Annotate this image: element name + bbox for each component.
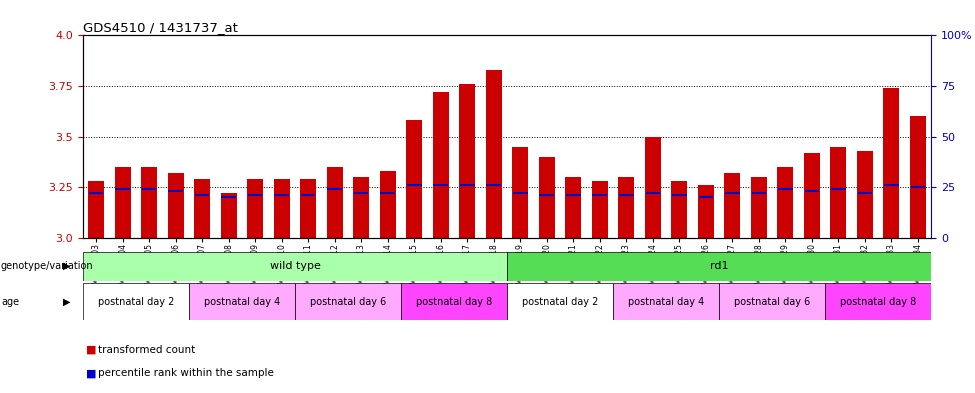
Bar — [512, 147, 528, 238]
Bar — [831, 188, 845, 190]
Bar — [910, 116, 926, 238]
Bar — [752, 193, 766, 194]
Text: GDS4510 / 1431737_at: GDS4510 / 1431737_at — [83, 21, 238, 34]
Bar — [248, 195, 262, 196]
Bar — [354, 193, 369, 194]
Text: postnatal day 2: postnatal day 2 — [98, 297, 175, 307]
Bar — [487, 184, 501, 186]
Bar — [698, 196, 713, 198]
Text: postnatal day 6: postnatal day 6 — [310, 297, 386, 307]
Bar — [169, 190, 183, 192]
Bar — [804, 190, 819, 192]
Bar — [380, 171, 396, 238]
Bar — [220, 193, 237, 238]
Text: postnatal day 8: postnatal day 8 — [840, 297, 916, 307]
Bar — [672, 181, 687, 238]
Text: rd1: rd1 — [710, 261, 728, 271]
Bar — [434, 184, 448, 186]
Text: postnatal day 8: postnatal day 8 — [416, 297, 492, 307]
Bar — [327, 167, 342, 238]
Bar — [115, 167, 131, 238]
Text: ■: ■ — [86, 368, 97, 378]
Bar — [778, 188, 793, 190]
Bar — [566, 177, 581, 238]
Bar — [883, 88, 899, 238]
Bar — [645, 193, 660, 194]
Bar — [777, 167, 794, 238]
Bar — [195, 195, 210, 196]
Bar — [407, 184, 421, 186]
Bar — [115, 188, 130, 190]
Bar — [911, 186, 925, 188]
Bar — [724, 173, 740, 238]
Text: ■: ■ — [86, 345, 97, 355]
Bar — [613, 283, 720, 320]
Text: wild type: wild type — [269, 261, 321, 271]
Bar — [141, 167, 157, 238]
Bar — [328, 188, 342, 190]
Bar — [593, 195, 607, 196]
Bar — [566, 195, 580, 196]
Bar — [803, 153, 820, 238]
Bar — [539, 195, 554, 196]
Text: ▶: ▶ — [63, 261, 71, 271]
Bar — [618, 177, 634, 238]
Bar — [83, 283, 189, 320]
Bar — [592, 181, 607, 238]
Bar — [831, 147, 846, 238]
Bar — [672, 195, 686, 196]
Bar — [380, 193, 395, 194]
Bar — [248, 179, 263, 238]
Bar — [539, 157, 555, 238]
Bar — [407, 120, 422, 238]
Bar — [301, 195, 316, 196]
Bar — [507, 283, 613, 320]
Bar — [401, 283, 507, 320]
Bar — [751, 177, 766, 238]
Bar — [486, 70, 502, 238]
Bar — [858, 193, 873, 194]
Bar — [460, 184, 475, 186]
Bar — [720, 283, 825, 320]
Bar — [221, 196, 236, 198]
Bar — [274, 179, 290, 238]
Bar — [825, 283, 931, 320]
Text: postnatal day 4: postnatal day 4 — [628, 297, 704, 307]
Text: genotype/variation: genotype/variation — [1, 261, 94, 271]
Bar — [459, 84, 475, 238]
Text: postnatal day 6: postnatal day 6 — [734, 297, 810, 307]
Bar — [194, 179, 210, 238]
Bar — [189, 283, 294, 320]
Bar — [168, 173, 183, 238]
Bar — [884, 184, 899, 186]
Text: age: age — [1, 297, 20, 307]
Bar — [644, 136, 661, 238]
Bar — [725, 193, 740, 194]
Bar — [857, 151, 873, 238]
Bar — [294, 283, 401, 320]
Bar — [433, 92, 448, 238]
Text: postnatal day 4: postnatal day 4 — [204, 297, 280, 307]
Bar — [698, 185, 714, 238]
Bar — [353, 177, 370, 238]
Bar — [141, 188, 156, 190]
Bar — [619, 195, 634, 196]
Bar — [300, 179, 316, 238]
Bar — [88, 181, 104, 238]
Text: ▶: ▶ — [63, 297, 71, 307]
Text: percentile rank within the sample: percentile rank within the sample — [98, 368, 273, 378]
Bar — [507, 252, 931, 281]
Text: transformed count: transformed count — [98, 345, 195, 355]
Bar — [83, 252, 507, 281]
Text: postnatal day 2: postnatal day 2 — [522, 297, 599, 307]
Bar — [274, 195, 289, 196]
Bar — [89, 193, 103, 194]
Bar — [513, 193, 527, 194]
